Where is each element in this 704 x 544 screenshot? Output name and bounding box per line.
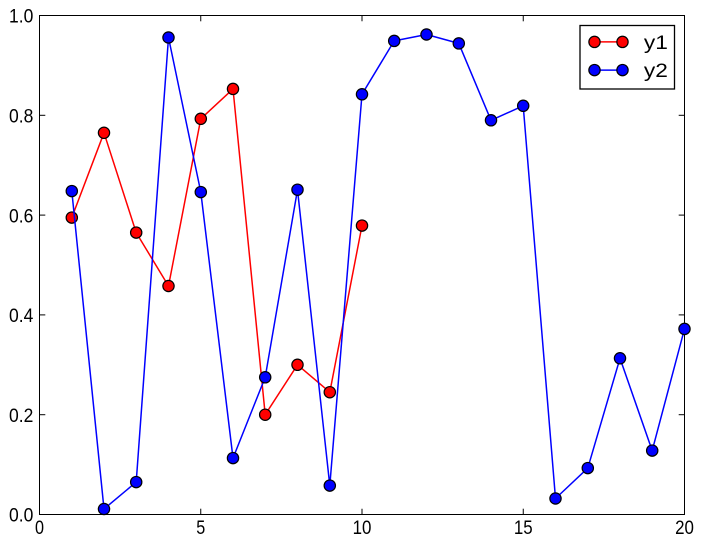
svg-text:15: 15 bbox=[514, 518, 533, 539]
svg-text:0: 0 bbox=[35, 518, 44, 539]
svg-text:10: 10 bbox=[353, 518, 372, 539]
svg-text:0.0: 0.0 bbox=[9, 506, 33, 527]
svg-text:0.8: 0.8 bbox=[9, 107, 33, 128]
svg-text:1.0: 1.0 bbox=[9, 7, 33, 28]
svg-text:y1: y1 bbox=[644, 33, 668, 54]
svg-text:20: 20 bbox=[675, 518, 694, 539]
svg-text:0.6: 0.6 bbox=[9, 206, 33, 227]
svg-text:0.4: 0.4 bbox=[9, 306, 34, 327]
svg-text:0.2: 0.2 bbox=[9, 406, 33, 427]
svg-text:y2: y2 bbox=[644, 61, 668, 82]
svg-text:5: 5 bbox=[196, 518, 205, 539]
